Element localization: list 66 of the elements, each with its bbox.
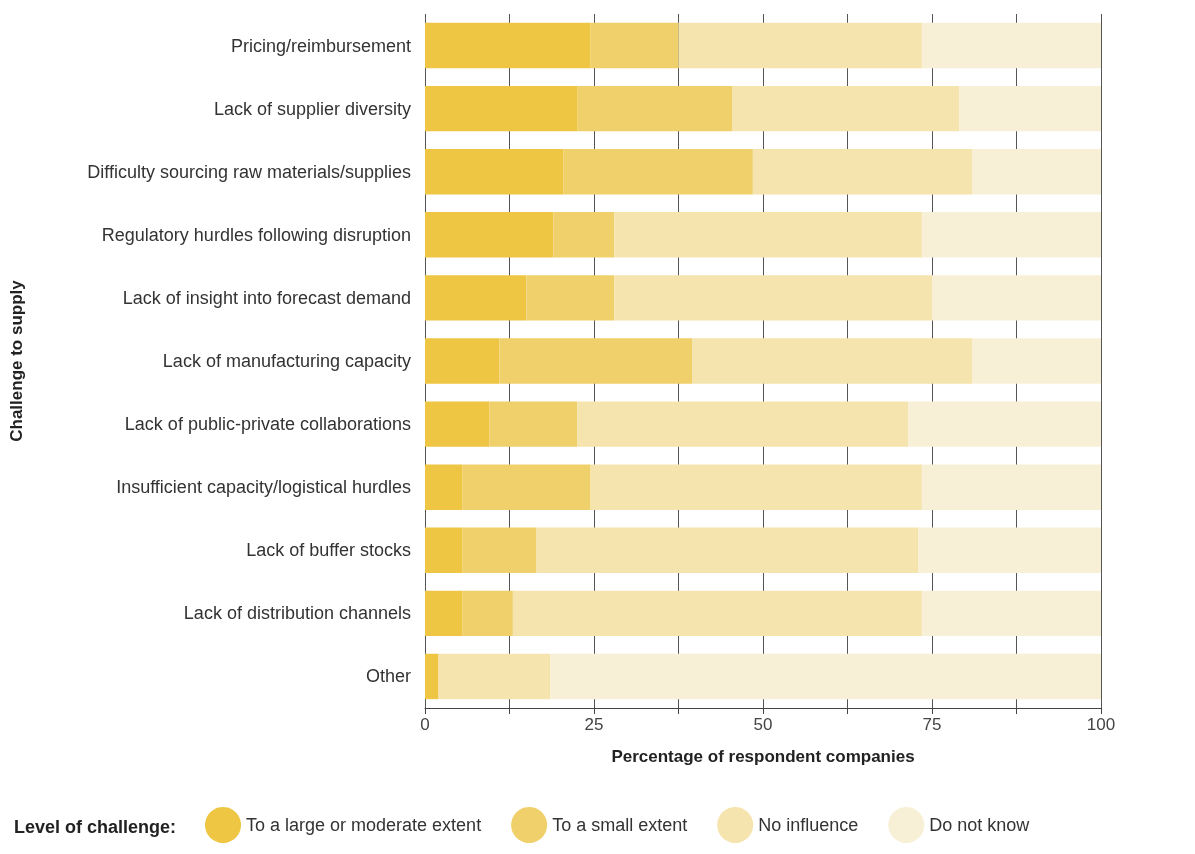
bar xyxy=(959,85,1101,132)
bar xyxy=(972,149,1101,195)
y-axis-title: Challenge to supply xyxy=(7,279,26,442)
bar xyxy=(425,401,490,447)
bar xyxy=(918,527,1101,573)
bar xyxy=(536,527,919,573)
y-tick-label: Regulatory hurdles following disruption xyxy=(101,224,411,245)
bar xyxy=(499,338,693,384)
bar xyxy=(614,212,922,258)
legend-title: Level of challenge: xyxy=(14,817,177,837)
y-tick-label: Insufficient capacity/logistical hurdles xyxy=(116,477,411,498)
legend-label: Do not know xyxy=(929,815,1031,835)
bar xyxy=(526,275,615,321)
bar xyxy=(425,149,564,195)
bar xyxy=(921,464,1101,510)
bar xyxy=(462,590,513,637)
legend-label: To a large or moderate extent xyxy=(246,815,482,835)
bar xyxy=(577,85,733,132)
bar xyxy=(425,212,554,258)
x-tick-label: 50 xyxy=(753,715,773,734)
y-tick-label: Lack of distribution channels xyxy=(183,603,411,624)
bar xyxy=(425,22,591,69)
bar xyxy=(438,653,551,700)
y-tick-label: Other xyxy=(365,666,411,687)
bar xyxy=(732,85,960,132)
bar xyxy=(752,149,973,195)
bar xyxy=(425,85,578,132)
y-tick-label: Lack of manufacturing capacity xyxy=(162,351,411,371)
bar xyxy=(577,401,909,447)
bar xyxy=(425,653,439,700)
x-tick-label: 100 xyxy=(1086,715,1116,734)
y-tick-label: Lack of public-private collaborations xyxy=(124,414,411,435)
y-tick-label: Lack of buffer stocks xyxy=(246,540,411,561)
bar xyxy=(425,590,463,637)
bar xyxy=(462,464,591,510)
bar xyxy=(489,401,578,447)
bar xyxy=(921,212,1101,258)
bar xyxy=(462,527,537,573)
bar xyxy=(425,464,463,510)
bar xyxy=(692,338,973,384)
bar xyxy=(425,338,500,384)
bar xyxy=(590,464,922,510)
y-tick-label: Pricing/reimbursement xyxy=(230,35,411,56)
legend-label: To a small extent xyxy=(552,815,688,835)
bar xyxy=(550,653,1101,700)
bar xyxy=(425,527,463,573)
bar xyxy=(512,590,922,637)
x-tick-label: 0 xyxy=(420,715,430,734)
bar xyxy=(921,590,1101,637)
bar xyxy=(972,338,1101,384)
bar xyxy=(563,149,753,195)
legend-label: No influence xyxy=(758,815,859,835)
y-tick-label: Lack of supplier diversity xyxy=(213,98,411,119)
bar xyxy=(921,22,1101,69)
x-axis-title: Percentage of respondent companies xyxy=(611,747,915,766)
y-tick-label: Difficulty sourcing raw materials/supplies xyxy=(87,161,411,182)
bar xyxy=(614,275,932,321)
bar xyxy=(553,212,615,258)
x-tick-label: 75 xyxy=(922,715,942,734)
y-tick-label: Lack of insight into forecast demand xyxy=(122,287,411,308)
bar xyxy=(425,275,527,321)
bar xyxy=(678,22,922,69)
bar xyxy=(908,401,1101,447)
x-tick-label: 25 xyxy=(584,715,604,734)
bar xyxy=(932,275,1101,321)
bar xyxy=(590,22,679,69)
